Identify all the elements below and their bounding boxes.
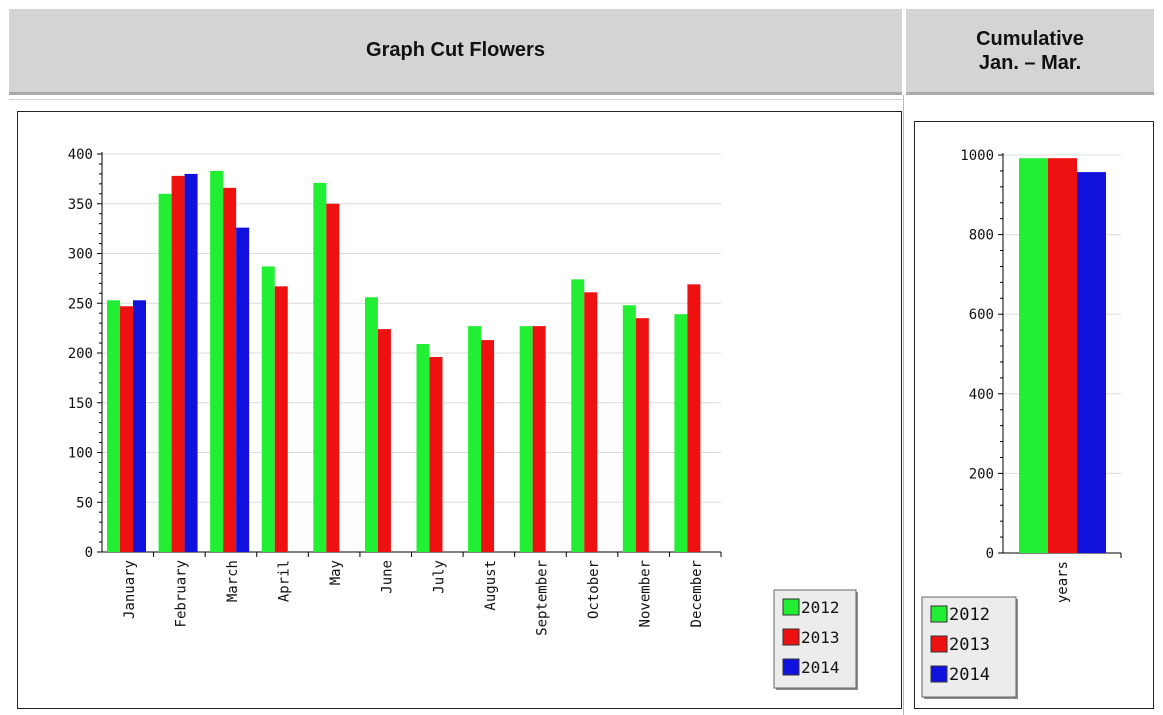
x-category-label: May <box>328 560 344 585</box>
bar-2012-april <box>261 266 275 552</box>
y-tick-label: 300 <box>68 247 93 263</box>
x-category-label: August <box>483 560 499 611</box>
y-tick-label: 100 <box>68 446 93 462</box>
y-tick-label: 600 <box>969 307 994 323</box>
legend-swatch-2012 <box>782 598 800 616</box>
y-tick-label: 200 <box>68 346 93 362</box>
column-divider <box>903 95 904 715</box>
bar-2014-years <box>1077 172 1106 553</box>
monthly-chart-panel: 0 50 100 150 200 250 300 350 400 January February M… <box>17 111 902 709</box>
y-tick-label: 1000 <box>960 148 994 164</box>
chart-header-cumulative: Cumulative Jan. – Mar. <box>906 9 1154 95</box>
bar-2013-april <box>274 286 288 552</box>
legend-swatch-2014 <box>930 665 948 683</box>
bar-2013-may <box>326 203 340 552</box>
x-category-label: years <box>1055 561 1071 603</box>
header-gap <box>902 18 906 98</box>
bar-2013-december <box>687 284 701 552</box>
bar-2012-may <box>313 182 327 552</box>
header-title-line-2: Jan. – Mar. <box>978 51 1082 74</box>
bar-2012-years <box>1019 158 1048 553</box>
cumulative-chart-panel: 0 200 400 600 800 1000 years 2012 2013 2014 <box>914 121 1154 709</box>
x-category-label: March <box>225 560 241 602</box>
legend-swatch-2012 <box>930 605 948 623</box>
x-category-label: January <box>122 560 138 619</box>
x-category-label: October <box>586 560 602 619</box>
bar-2013-october <box>584 292 598 552</box>
legend-swatch-2013 <box>930 635 948 653</box>
bar-2013-august <box>481 340 495 552</box>
y-tick-label: 350 <box>68 197 93 213</box>
bar-2012-november <box>622 305 636 552</box>
y-tick-label: 50 <box>76 495 93 511</box>
bar-2012-march <box>210 170 224 552</box>
y-tick-label: 200 <box>969 466 994 482</box>
bar-2012-june <box>364 297 378 552</box>
bar-2012-january <box>107 300 120 552</box>
x-category-label: July <box>431 560 447 594</box>
header-title-line-1: Cumulative <box>976 27 1084 50</box>
row-divider <box>9 99 902 100</box>
bar-2014-february <box>184 173 198 552</box>
legend-label-2014: 2014 <box>801 658 840 677</box>
bar-2013-september <box>532 326 546 552</box>
bar-2012-august <box>468 326 482 552</box>
x-category-label: November <box>638 560 654 627</box>
legend-label-2012: 2012 <box>801 598 840 617</box>
cumulative-bar-chart: 0 200 400 600 800 1000 years 2012 2013 2014 <box>921 148 1122 699</box>
bar-2013-february <box>171 175 185 552</box>
bar-2013-november <box>635 318 649 552</box>
y-tick-label: 0 <box>986 546 994 562</box>
bar-2012-february <box>158 193 172 553</box>
legend-label-2014: 2014 <box>949 665 990 685</box>
bar-2013-years <box>1048 158 1077 553</box>
y-tick-label: 400 <box>969 387 994 403</box>
legend-swatch-2013 <box>782 628 800 646</box>
y-tick-label: 250 <box>68 296 93 312</box>
bar-2013-march <box>223 187 237 552</box>
legend-swatch-2014 <box>782 658 800 676</box>
x-category-label: February <box>173 560 189 627</box>
monthly-bar-chart: 0 50 100 150 200 250 300 350 400 January February M… <box>68 147 858 690</box>
y-tick-label: 400 <box>68 147 93 163</box>
bar-2012-september <box>519 326 533 552</box>
x-category-label: April <box>277 560 293 602</box>
bar-2012-december <box>674 314 688 552</box>
bar-2012-july <box>416 344 430 552</box>
bar-2013-january <box>120 306 133 552</box>
x-category-label: December <box>689 560 705 627</box>
x-category-label: June <box>380 560 396 594</box>
x-category-label: September <box>534 560 550 636</box>
legend-label-2013: 2013 <box>801 628 840 647</box>
legend-label-2012: 2012 <box>949 605 990 625</box>
y-tick-label: 800 <box>969 228 994 244</box>
y-tick-label: 150 <box>68 396 93 412</box>
bar-2014-march <box>236 227 250 552</box>
chart-header-cut-flowers: Graph Cut Flowers <box>9 9 902 95</box>
bar-2014-january <box>133 300 146 552</box>
legend-label-2013: 2013 <box>949 635 990 655</box>
header-title: Graph Cut Flowers <box>366 39 545 61</box>
bar-2013-june <box>377 329 391 552</box>
bar-2012-october <box>571 279 585 552</box>
y-tick-label: 0 <box>85 545 93 561</box>
bar-2013-july <box>429 356 443 552</box>
